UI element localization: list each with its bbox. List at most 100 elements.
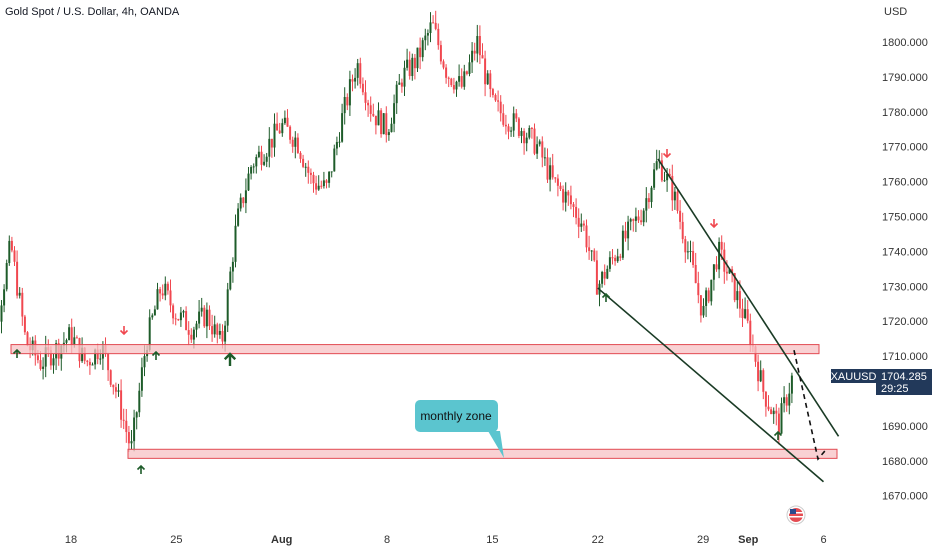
candle-body [455,81,458,90]
candle-body [398,82,401,85]
candle-body [541,141,544,158]
time-tick-label: 18 [65,534,77,546]
candle-body [268,138,271,157]
candle-body [278,130,281,134]
price-tick-label: 1790.000 [882,72,928,84]
chart-title: Gold Spot / U.S. Dollar, 4h, OANDA [5,6,180,18]
candle-body [445,67,448,78]
candle-body [73,337,76,345]
support-zone[interactable] [10,344,820,355]
candle-body [260,151,263,165]
candle-body [707,290,710,302]
price-axis[interactable]: USD 1800.000 1790.000 1780.000 1770.000 1760… [882,6,928,503]
candle-body [772,410,775,415]
candle-body [764,391,767,407]
candle-body [83,347,86,361]
candle-body [489,73,492,90]
candle-body [725,271,728,274]
candle-body [697,283,700,296]
candle-body [96,349,99,360]
price-tick-label: 1800.000 [882,37,928,49]
candle-body [218,331,221,335]
candle-body [416,47,419,69]
candle-body [411,57,414,77]
time-axis[interactable]: 18 25 Aug 8 15 22 29 Sep 6 [65,534,827,546]
monthly-zone[interactable] [127,448,838,459]
candle-body [226,289,229,326]
candle-body [559,185,562,190]
candle-body [302,158,305,167]
candle-body [468,62,471,74]
candle-body [161,293,164,296]
candle-body [239,197,242,209]
candle-body [107,353,110,371]
candle-body [125,420,128,433]
candle-body [153,309,156,316]
candle-body [380,110,383,135]
candle-body [741,308,744,319]
candle-body [491,89,494,96]
candle-body [736,291,739,301]
candle-body [484,58,487,85]
candle-body [109,370,112,385]
candle-body [333,148,336,172]
candle-body [780,403,783,434]
candle-body [296,137,299,153]
candle-body [156,289,159,310]
candle-body [44,347,47,367]
candle-body [510,130,513,132]
candle-body [720,241,723,250]
price-tick-label: 1720.000 [882,316,928,328]
candle-body [291,139,294,147]
current-price-badge: XAUUSD 1704.285 29:25 [831,369,932,395]
candle-body [718,241,721,270]
candle-body [49,350,52,366]
candle-body [650,187,653,203]
monthly-zone-callout[interactable]: monthly zone [415,400,504,458]
candle-body [413,57,416,69]
candle-body [554,177,557,179]
candle-body [476,35,479,54]
candle-body [169,290,172,306]
candle-body [211,326,214,335]
candle-body [679,210,682,222]
upper-trendline[interactable] [657,158,840,437]
candle-body [653,169,656,188]
candle-body [712,264,715,280]
time-tick-label: Aug [271,534,292,546]
candle-body [151,315,154,318]
candle-body [252,166,255,168]
candle-body [515,113,518,119]
candle-body [601,271,604,284]
candle-body [385,113,388,136]
candle-body [166,283,169,291]
candle-body [538,141,541,145]
candle-body [621,230,624,258]
lower-trendline[interactable] [597,287,825,483]
candle-body [528,127,531,138]
candle-body [330,171,333,173]
candle-body [590,250,593,252]
candle-body [8,240,11,264]
candle-body [247,173,250,191]
candle-body [70,327,73,345]
price-tick-label: 1760.000 [882,177,928,189]
countdown-value: 29:25 [881,383,909,395]
candle-body [684,239,687,253]
candle-body [68,327,71,341]
candle-body [359,63,362,84]
candle-body [88,361,91,366]
us-flag-icon[interactable] [786,505,806,525]
candle-body [286,117,289,127]
candle-body [471,50,474,63]
candle-body [179,312,182,321]
candle-body [322,180,325,187]
candle-body [533,128,536,154]
candle-body [172,305,175,319]
candle-body [486,73,489,85]
callout-pointer [488,431,504,458]
candle-body [244,190,247,204]
candle-body [315,183,318,190]
candle-body [26,332,29,346]
